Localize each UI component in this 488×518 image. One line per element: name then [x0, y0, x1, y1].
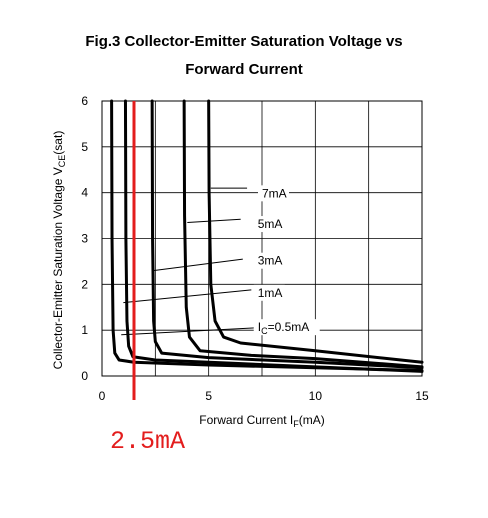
chart-title-line2: Forward Current: [185, 61, 303, 78]
series-curve: [150, 99, 424, 370]
series-leader-line: [121, 327, 256, 336]
y-axis-label: Collector-Emitter Saturation Voltage VCE…: [51, 131, 67, 370]
y-tick-label: 6: [81, 94, 88, 108]
series-label: IC=0.5mA: [258, 320, 310, 336]
x-tick-label: 15: [415, 389, 429, 403]
series-leader-line: [153, 258, 243, 272]
series-leader-line: [123, 289, 252, 304]
series-curve: [110, 99, 424, 372]
tick-labels: 0 1 2 3 4 5 6 0 5 10 15: [81, 94, 429, 403]
series-label-background: [253, 319, 320, 336]
series-label: 1mA: [258, 286, 283, 300]
curves-layer: [110, 99, 424, 373]
x-axis-label: Forward Current IF(mA): [199, 413, 325, 429]
series-label-background: [253, 252, 285, 269]
x-tick-label: 0: [99, 389, 106, 403]
curve-labels: IC=0.5mA 1mA 3mA 5mA 7mA: [121, 185, 320, 336]
series-leader-line: [187, 218, 241, 223]
y-tick-label: 5: [81, 140, 88, 154]
y-tick-label: 1: [81, 323, 88, 337]
series-label-background: [253, 284, 285, 301]
series-label-background: [258, 185, 289, 202]
y-tick-label: 3: [81, 232, 88, 246]
marker-note: 2.5mA: [110, 427, 185, 456]
series-label-background: [253, 216, 285, 233]
y-tick-label: 4: [81, 186, 88, 200]
y-tick-label: 0: [81, 369, 88, 383]
chart-title-line1: Fig.3 Collector-Emitter Saturation Volta…: [85, 33, 403, 50]
series-curve: [182, 99, 424, 369]
y-tick-label: 2: [81, 277, 88, 291]
series-label: 3mA: [258, 254, 283, 268]
x-tick-label: 5: [205, 389, 212, 403]
x-tick-label: 10: [309, 389, 323, 403]
series-label: 5mA: [258, 217, 283, 231]
series-label: 7mA: [262, 186, 287, 200]
plot-border: [101, 100, 423, 377]
plot-frame: [101, 100, 423, 377]
series-curve: [207, 99, 424, 364]
